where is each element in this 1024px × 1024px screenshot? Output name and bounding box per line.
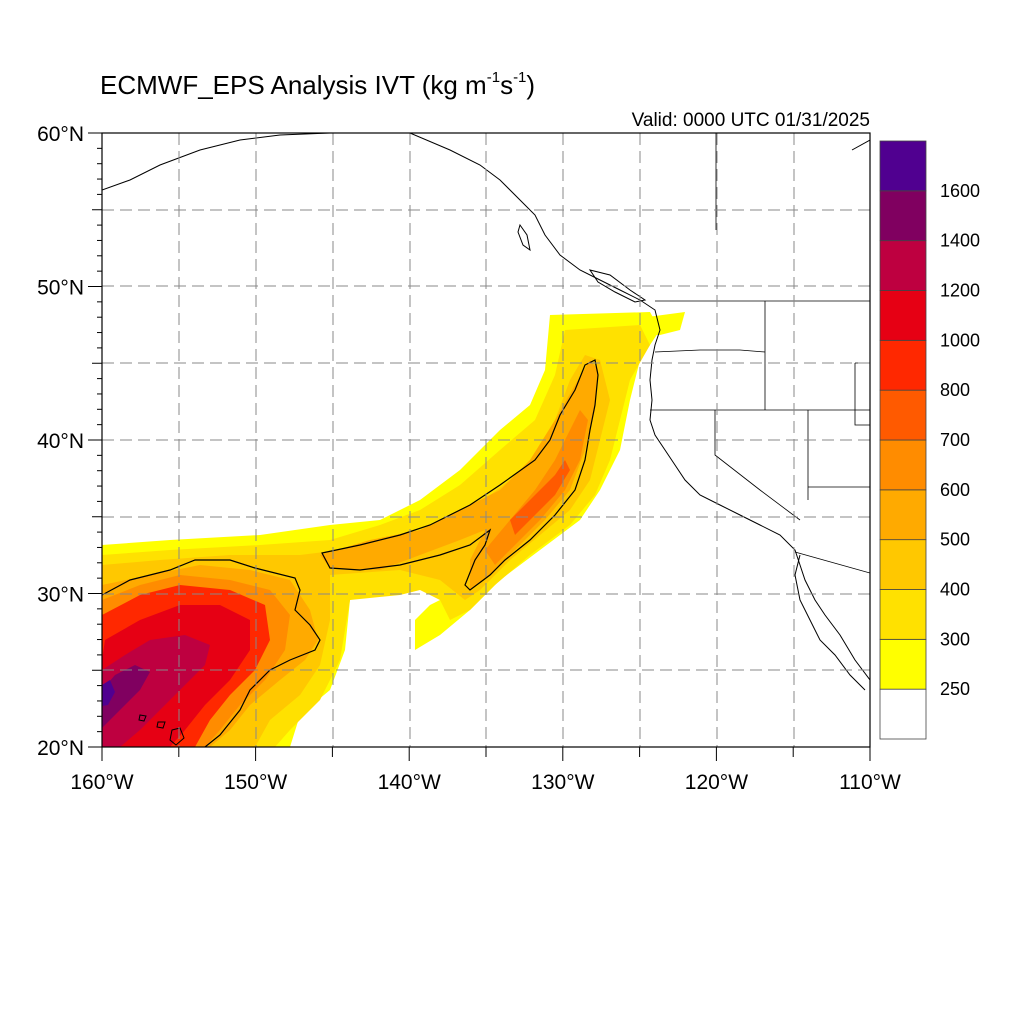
- lat-tick-label: 40°N: [37, 430, 84, 453]
- lon-tick-label: 130°W: [531, 771, 594, 794]
- colorbar-swatch: [879, 240, 927, 291]
- colorbar-level-label: 500: [940, 530, 970, 550]
- lon-tick-label: 120°W: [685, 771, 748, 794]
- alaska-coast: [102, 133, 331, 191]
- colorbar-swatch: [879, 539, 927, 590]
- axis-ticks: [88, 132, 871, 761]
- ivt-500-filament: [320, 360, 598, 590]
- valid-time-label: Valid: 0000 UTC 01/31/2025: [631, 110, 870, 131]
- colorbar-swatch: [879, 290, 927, 341]
- ivt-1400-shading: [102, 665, 150, 728]
- ivt-1200-shading: [102, 635, 210, 747]
- colorbar-swatch: [879, 339, 927, 391]
- colorbar-level-label: 800: [940, 380, 970, 400]
- colorbar-swatch: [879, 688, 927, 740]
- ivt-700-filament: [510, 460, 570, 535]
- us-mexico-border: [794, 551, 870, 574]
- colorbar-level-label: 1000: [940, 330, 980, 350]
- hawaii-maui: [156, 721, 166, 729]
- ivt-contour-lines: [102, 359, 599, 747]
- lat-tick-label: 30°N: [37, 584, 84, 607]
- hawaii-oahu: [138, 714, 147, 722]
- lat-tick-label: 20°N: [37, 737, 84, 760]
- colorbar-level-label: 400: [940, 580, 970, 600]
- lat-tick-label: 60°N: [37, 123, 84, 146]
- lon-tick-label: 160°W: [70, 771, 133, 794]
- colorbar-level-label: 1400: [940, 231, 980, 251]
- colorbar-swatch: [879, 489, 927, 541]
- nevada-california-border: [714, 410, 801, 521]
- graticule: [102, 133, 870, 747]
- lon-tick-label: 150°W: [224, 771, 287, 794]
- lon-tick-label: 110°W: [839, 771, 901, 794]
- ivt-1600-shading: [102, 680, 115, 706]
- political-borders: [650, 133, 870, 574]
- colorbar-swatch: [879, 190, 927, 242]
- ivt-shading: [102, 312, 685, 747]
- colorbar-level-label: 1600: [940, 181, 980, 201]
- ivt-600-filament: [485, 410, 588, 565]
- ivt-pnw-landfall: [640, 312, 685, 335]
- colorbar-level-label: 600: [940, 480, 970, 500]
- axis-labels: 20°N 30°N 40°N 50°N 60°N 160°W 150°W 140°W 130°W…: [37, 123, 901, 794]
- colorbar-level-label: 300: [940, 629, 970, 649]
- ivt-contour-south: [102, 559, 321, 747]
- montana-border: [854, 362, 870, 426]
- colorbar-level-label: 250: [940, 679, 970, 699]
- colorbar-level-label: 700: [940, 430, 970, 450]
- baffle-island-ne: [851, 139, 870, 151]
- ivt-contour-filament: [321, 359, 599, 591]
- colorbar-level-label: 1200: [940, 281, 980, 301]
- colorbar: 250 300 400 500 600 700 800 1000 1200 1400 1600: [879, 140, 980, 740]
- colorbar-swatch: [879, 140, 927, 192]
- colorbar-swatch: [879, 589, 927, 640]
- washington-oregon-border: [654, 349, 766, 353]
- plot-title: ECMWF_EPS Analysis IVT (kg m-1s-1): [100, 69, 536, 100]
- haida-gwaii: [517, 223, 531, 252]
- colorbar-swatch: [879, 638, 927, 690]
- colorbar-swatch: [879, 439, 927, 491]
- lon-tick-label: 140°W: [378, 771, 441, 794]
- colorbar-swatch: [879, 389, 927, 441]
- lat-tick-label: 50°N: [37, 277, 84, 300]
- baja-coast: [794, 554, 866, 691]
